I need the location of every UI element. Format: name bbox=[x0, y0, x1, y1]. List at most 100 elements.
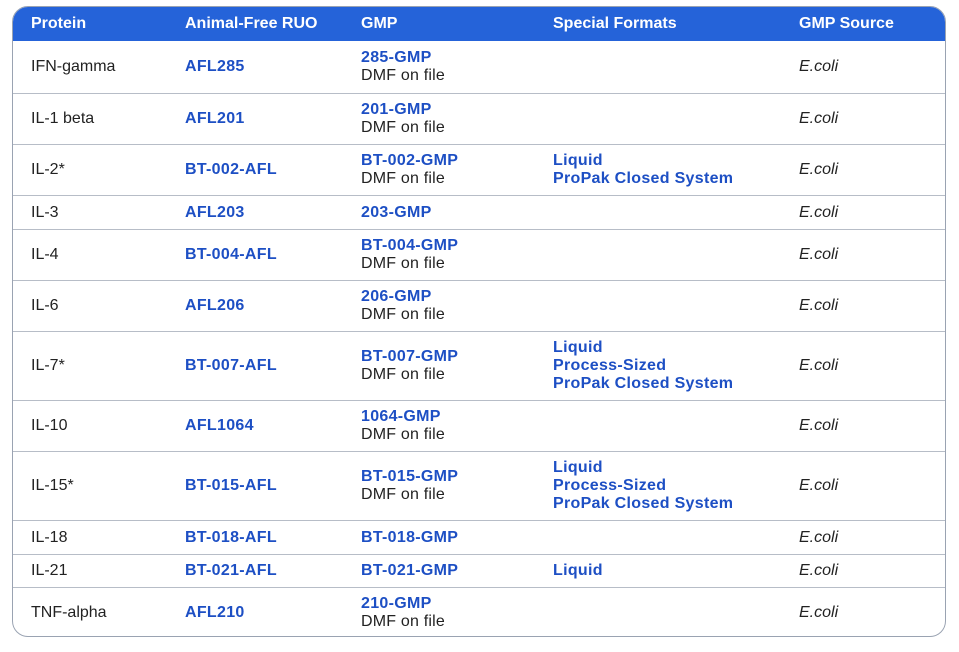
dmf-note: DMF on file bbox=[361, 613, 445, 630]
gmp-source: E.coli bbox=[799, 110, 839, 127]
header-protein: Protein bbox=[31, 15, 87, 32]
table-row: IL-10 AFL1064 1064-GMP DMF on file E.coli bbox=[13, 400, 945, 451]
ruo-link[interactable]: BT-018-AFL bbox=[185, 528, 277, 546]
dmf-note: DMF on file bbox=[361, 306, 445, 323]
header-gmp: GMP bbox=[361, 15, 398, 32]
gmp-link[interactable]: 203-GMP bbox=[361, 203, 432, 221]
gmp-link[interactable]: BT-018-GMP bbox=[361, 528, 459, 546]
ruo-link[interactable]: BT-002-AFL bbox=[185, 161, 277, 178]
gmp-link[interactable]: 1064-GMP bbox=[361, 408, 441, 425]
special-formats-cell: Liquid bbox=[553, 562, 799, 580]
gmp-link[interactable]: BT-015-GMP bbox=[361, 468, 459, 485]
table-row: IL-15* BT-015-AFL BT-015-GMP DMF on file Liq… bbox=[13, 451, 945, 520]
ruo-link[interactable]: AFL210 bbox=[185, 604, 245, 621]
gmp-link[interactable]: 210-GMP bbox=[361, 595, 432, 612]
special-formats-cell: Liquid Process-Sized ProPak Closed System bbox=[553, 339, 799, 393]
dmf-note: DMF on file bbox=[361, 486, 445, 503]
gmp-cell: 210-GMP DMF on file bbox=[361, 595, 553, 631]
protein-name: IL-21 bbox=[31, 562, 68, 579]
protein-name: IL-2* bbox=[31, 161, 65, 178]
protein-name: IL-10 bbox=[31, 417, 68, 434]
special-format-link[interactable]: Liquid bbox=[553, 339, 603, 356]
header-animal-free-ruo: Animal-Free RUO bbox=[185, 15, 318, 32]
table-row: IL-4 BT-004-AFL BT-004-GMP DMF on file E.col… bbox=[13, 229, 945, 280]
special-format-link[interactable]: ProPak Closed System bbox=[553, 375, 734, 392]
product-table: Protein Animal-Free RUO GMP Special Form… bbox=[12, 6, 946, 637]
table-row: IL-18 BT-018-AFL BT-018-GMP E.coli bbox=[13, 520, 945, 554]
protein-name: TNF-alpha bbox=[31, 604, 107, 621]
gmp-link[interactable]: 285-GMP bbox=[361, 49, 432, 66]
protein-name: IL-1 beta bbox=[31, 110, 95, 127]
table-row: IL-21 BT-021-AFL BT-021-GMP Liquid E.coli bbox=[13, 554, 945, 587]
protein-name: IL-18 bbox=[31, 528, 68, 546]
special-format-link[interactable]: Liquid bbox=[553, 152, 603, 169]
protein-name: IL-6 bbox=[31, 297, 59, 314]
table-row: IL-7* BT-007-AFL BT-007-GMP DMF on file Liqu… bbox=[13, 331, 945, 400]
gmp-link[interactable]: BT-021-GMP bbox=[361, 562, 459, 579]
ruo-link[interactable]: BT-015-AFL bbox=[185, 477, 277, 494]
dmf-note: DMF on file bbox=[361, 170, 445, 187]
ruo-link[interactable]: BT-004-AFL bbox=[185, 246, 277, 263]
table-header: Protein Animal-Free RUO GMP Special Form… bbox=[13, 7, 945, 41]
gmp-source: E.coli bbox=[799, 477, 839, 494]
special-format-link[interactable]: ProPak Closed System bbox=[553, 170, 734, 187]
table-row: IL-3 AFL203 203-GMP E.coli bbox=[13, 195, 945, 229]
ruo-link[interactable]: AFL201 bbox=[185, 110, 245, 127]
special-format-link[interactable]: Liquid bbox=[553, 562, 603, 579]
gmp-source: E.coli bbox=[799, 161, 839, 178]
dmf-note: DMF on file bbox=[361, 426, 445, 443]
ruo-link[interactable]: BT-007-AFL bbox=[185, 357, 277, 374]
gmp-source: E.coli bbox=[799, 58, 839, 75]
protein-name: IFN-gamma bbox=[31, 58, 116, 75]
gmp-cell: 285-GMP DMF on file bbox=[361, 49, 553, 85]
dmf-note: DMF on file bbox=[361, 366, 445, 383]
dmf-note: DMF on file bbox=[361, 67, 445, 84]
gmp-link[interactable]: BT-007-GMP bbox=[361, 348, 459, 365]
special-formats-cell: Liquid ProPak Closed System bbox=[553, 152, 799, 188]
gmp-source: E.coli bbox=[799, 203, 839, 221]
table-row: IL-2* BT-002-AFL BT-002-GMP DMF on file Liqu… bbox=[13, 144, 945, 195]
ruo-link[interactable]: AFL203 bbox=[185, 203, 245, 221]
ruo-link[interactable]: AFL1064 bbox=[185, 417, 254, 434]
gmp-cell: 203-GMP bbox=[361, 204, 553, 222]
gmp-source: E.coli bbox=[799, 604, 839, 621]
gmp-cell: BT-018-GMP bbox=[361, 529, 553, 547]
gmp-cell: BT-021-GMP bbox=[361, 562, 553, 580]
gmp-link[interactable]: BT-002-GMP bbox=[361, 152, 459, 169]
special-formats-cell: Liquid Process-Sized ProPak Closed System bbox=[553, 459, 799, 513]
gmp-source: E.coli bbox=[799, 417, 839, 434]
gmp-source: E.coli bbox=[799, 357, 839, 374]
protein-name: IL-15* bbox=[31, 477, 74, 494]
gmp-cell: 1064-GMP DMF on file bbox=[361, 408, 553, 444]
gmp-source: E.coli bbox=[799, 528, 839, 546]
gmp-source: E.coli bbox=[799, 297, 839, 314]
ruo-link[interactable]: BT-021-AFL bbox=[185, 562, 277, 579]
table-row: IFN-gamma AFL285 285-GMP DMF on file E.coli bbox=[13, 41, 945, 93]
ruo-link[interactable]: AFL285 bbox=[185, 58, 245, 75]
protein-name: IL-3 bbox=[31, 203, 59, 221]
gmp-cell: BT-007-GMP DMF on file bbox=[361, 348, 553, 384]
special-format-link[interactable]: Process-Sized bbox=[553, 357, 667, 374]
gmp-link[interactable]: BT-004-GMP bbox=[361, 237, 459, 254]
gmp-source: E.coli bbox=[799, 562, 839, 579]
gmp-link[interactable]: 201-GMP bbox=[361, 101, 432, 118]
protein-name: IL-4 bbox=[31, 246, 59, 263]
special-format-link[interactable]: Liquid bbox=[553, 459, 603, 476]
gmp-cell: BT-004-GMP DMF on file bbox=[361, 237, 553, 273]
gmp-cell: 206-GMP DMF on file bbox=[361, 288, 553, 324]
gmp-cell: BT-002-GMP DMF on file bbox=[361, 152, 553, 188]
table-row: IL-1 beta AFL201 201-GMP DMF on file E.coli bbox=[13, 93, 945, 144]
special-format-link[interactable]: ProPak Closed System bbox=[553, 495, 734, 512]
gmp-cell: BT-015-GMP DMF on file bbox=[361, 468, 553, 504]
gmp-source: E.coli bbox=[799, 246, 839, 263]
ruo-link[interactable]: AFL206 bbox=[185, 297, 245, 314]
header-special-formats: Special Formats bbox=[553, 15, 677, 32]
gmp-cell: 201-GMP DMF on file bbox=[361, 101, 553, 137]
header-gmp-source: GMP Source bbox=[799, 15, 894, 32]
gmp-link[interactable]: 206-GMP bbox=[361, 288, 432, 305]
table-row: TNF-alpha AFL210 210-GMP DMF on file E.coli bbox=[13, 587, 945, 636]
table-body: IFN-gamma AFL285 285-GMP DMF on file E.coli I… bbox=[13, 41, 945, 636]
special-format-link[interactable]: Process-Sized bbox=[553, 477, 667, 494]
dmf-note: DMF on file bbox=[361, 255, 445, 272]
table-row: IL-6 AFL206 206-GMP DMF on file E.coli bbox=[13, 280, 945, 331]
